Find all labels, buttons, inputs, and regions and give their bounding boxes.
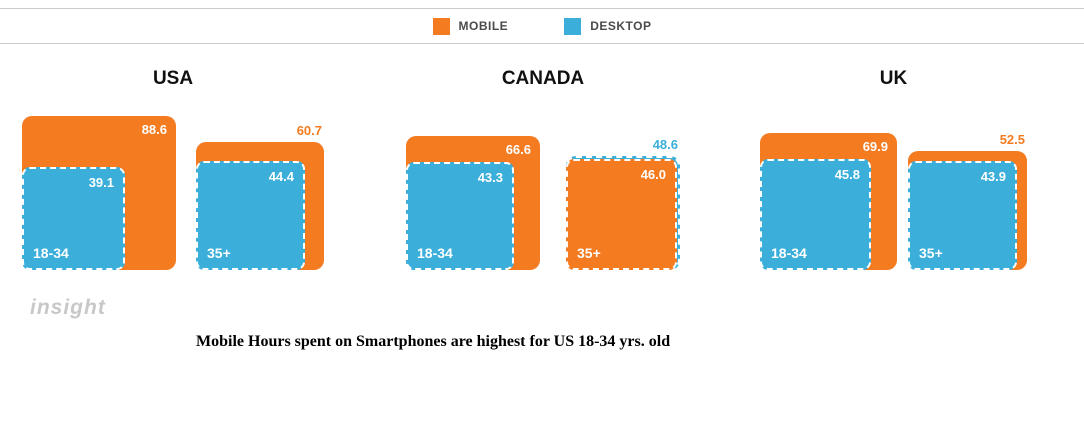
mobile-swatch-icon — [432, 17, 450, 35]
desktop-value-label: 43.9 — [980, 169, 1006, 184]
country-title: CANADA — [501, 68, 585, 89]
mobile-value-label: 52.5 — [999, 132, 1025, 147]
age-group: 44.4 35+ 60.7 — [196, 123, 324, 270]
desktop-square: 39.1 18-34 — [22, 167, 125, 270]
desktop-value-label: 44.4 — [268, 169, 294, 184]
legend-item-desktop: DESKTOP — [564, 17, 652, 35]
mobile-value-label: 66.6 — [505, 142, 531, 157]
desktop-square: 43.3 18-34 — [406, 162, 514, 270]
age-label: 18-34 — [417, 245, 453, 261]
legend-divider — [0, 43, 1084, 44]
desktop-value-label: 48.6 — [652, 137, 678, 152]
desktop-value-label: 43.3 — [477, 170, 503, 185]
insight-watermark: insight — [30, 296, 106, 319]
age-group: 43.3 18-34 66.6 — [406, 136, 540, 270]
chart-caption: Mobile Hours spent on Smartphones are hi… — [196, 333, 671, 350]
desktop-square: 45.8 18-34 — [760, 159, 871, 270]
legend-label-mobile: MOBILE — [458, 19, 509, 33]
country-title: UK — [879, 68, 908, 89]
mobile-value-label: 60.7 — [296, 123, 322, 138]
age-label: 35+ — [207, 245, 231, 261]
legend-item-mobile: MOBILE — [432, 17, 509, 35]
mobile-value-label: 46.0 — [640, 167, 666, 182]
age-label: 18-34 — [33, 245, 69, 261]
age-label: 18-34 — [771, 245, 807, 261]
desktop-square: 43.9 35+ — [908, 161, 1017, 270]
age-group: 39.1 18-34 88.6 — [22, 116, 176, 270]
desktop-square: 44.4 35+ — [196, 161, 305, 270]
age-label: 35+ — [577, 245, 601, 261]
age-group: 43.9 35+ 52.5 — [908, 132, 1027, 270]
mobile-value-label: 69.9 — [862, 139, 888, 154]
mobile-value-label: 88.6 — [141, 122, 167, 137]
legend: MOBILE DESKTOP — [0, 12, 1084, 40]
desktop-value-label: 45.8 — [834, 167, 860, 182]
top-divider — [0, 8, 1084, 9]
mobile-square: 46.0 35+ — [566, 159, 677, 270]
age-label: 35+ — [919, 245, 943, 261]
country-title: USA — [152, 68, 194, 89]
desktop-value-label: 39.1 — [88, 175, 114, 190]
desktop-swatch-icon — [564, 17, 582, 35]
legend-label-desktop: DESKTOP — [590, 19, 652, 33]
age-group: 45.8 18-34 69.9 — [760, 133, 897, 270]
age-group: 46.0 35+ 48.6 — [566, 137, 680, 270]
